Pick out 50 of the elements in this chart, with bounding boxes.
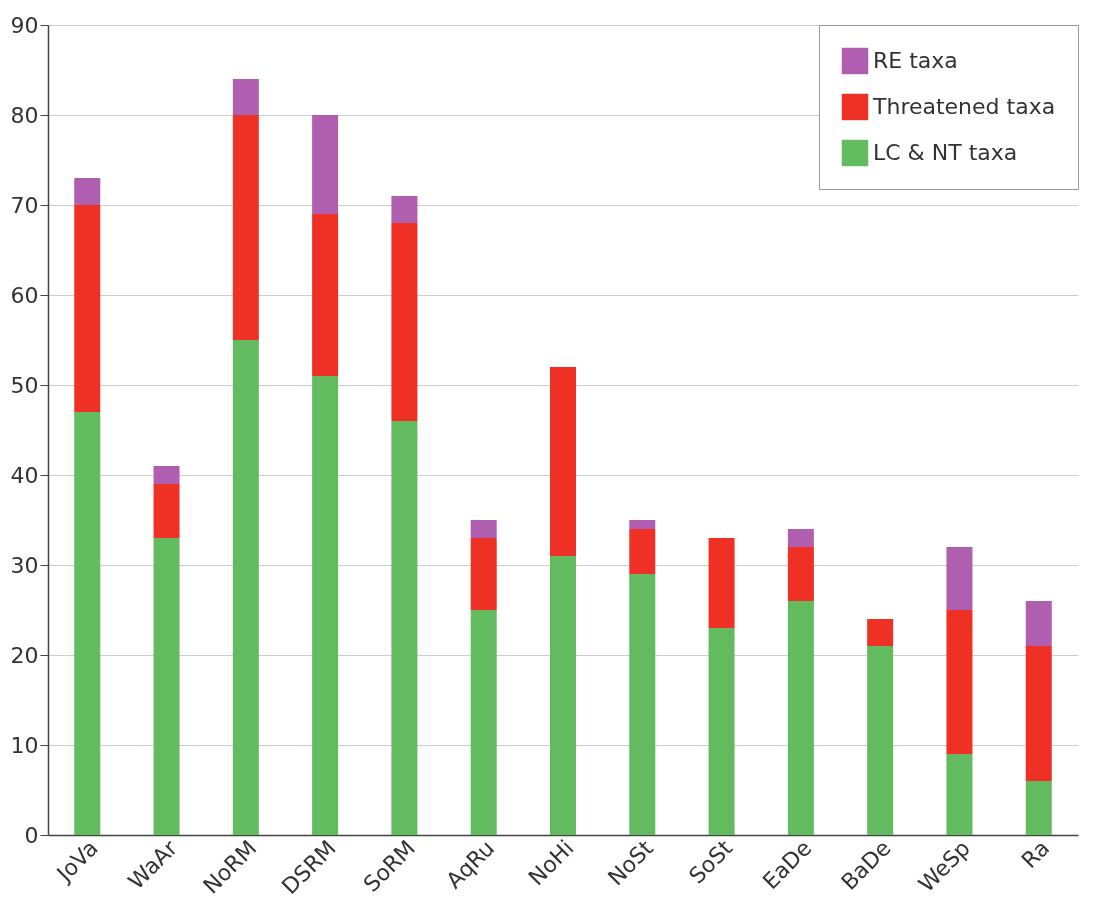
y-tick-label: 90 [10, 12, 39, 38]
bar [946, 610, 973, 754]
bar [1025, 781, 1052, 835]
bar [153, 484, 180, 538]
y-tick-label: 40 [10, 462, 39, 488]
bar [74, 412, 101, 835]
y-tick-label: 70 [10, 192, 39, 218]
bar [867, 646, 894, 835]
bar [232, 340, 259, 835]
y-tick-label: 0 [24, 822, 39, 848]
bar [312, 214, 339, 376]
bar [787, 529, 814, 547]
bar [1025, 646, 1052, 781]
bar [153, 538, 180, 835]
bar [470, 520, 497, 538]
bar [787, 547, 814, 601]
y-tick-label: 20 [10, 642, 39, 668]
bar [550, 556, 576, 835]
y-tick-label: 80 [10, 102, 39, 128]
bar [391, 421, 418, 835]
legend-label: Threatened taxa [872, 94, 1056, 119]
bar [708, 628, 735, 835]
bar [867, 619, 894, 646]
bar [153, 466, 180, 484]
bar [946, 547, 973, 610]
bar [550, 367, 576, 556]
bar [74, 205, 101, 412]
y-tick-label: 30 [10, 552, 39, 578]
x-tick-label: Ra [1016, 835, 1055, 874]
legend-label: LC & NT taxa [873, 140, 1018, 165]
bar [1025, 601, 1052, 646]
y-tick-label: 60 [10, 282, 39, 308]
y-tick-label: 10 [10, 732, 39, 758]
bar [312, 376, 339, 835]
bar [470, 610, 497, 835]
bar [232, 115, 259, 340]
bar [629, 574, 656, 835]
legend-label: RE taxa [873, 48, 958, 73]
bar [312, 115, 339, 214]
bar [470, 538, 497, 610]
y-tick-label: 50 [10, 372, 39, 398]
bar [232, 79, 259, 115]
bar [708, 538, 735, 628]
bar [74, 178, 101, 205]
bar [629, 520, 656, 529]
bar [787, 601, 814, 835]
bar [946, 754, 973, 835]
bar [391, 223, 418, 421]
bar [629, 529, 656, 574]
bar [391, 196, 418, 223]
